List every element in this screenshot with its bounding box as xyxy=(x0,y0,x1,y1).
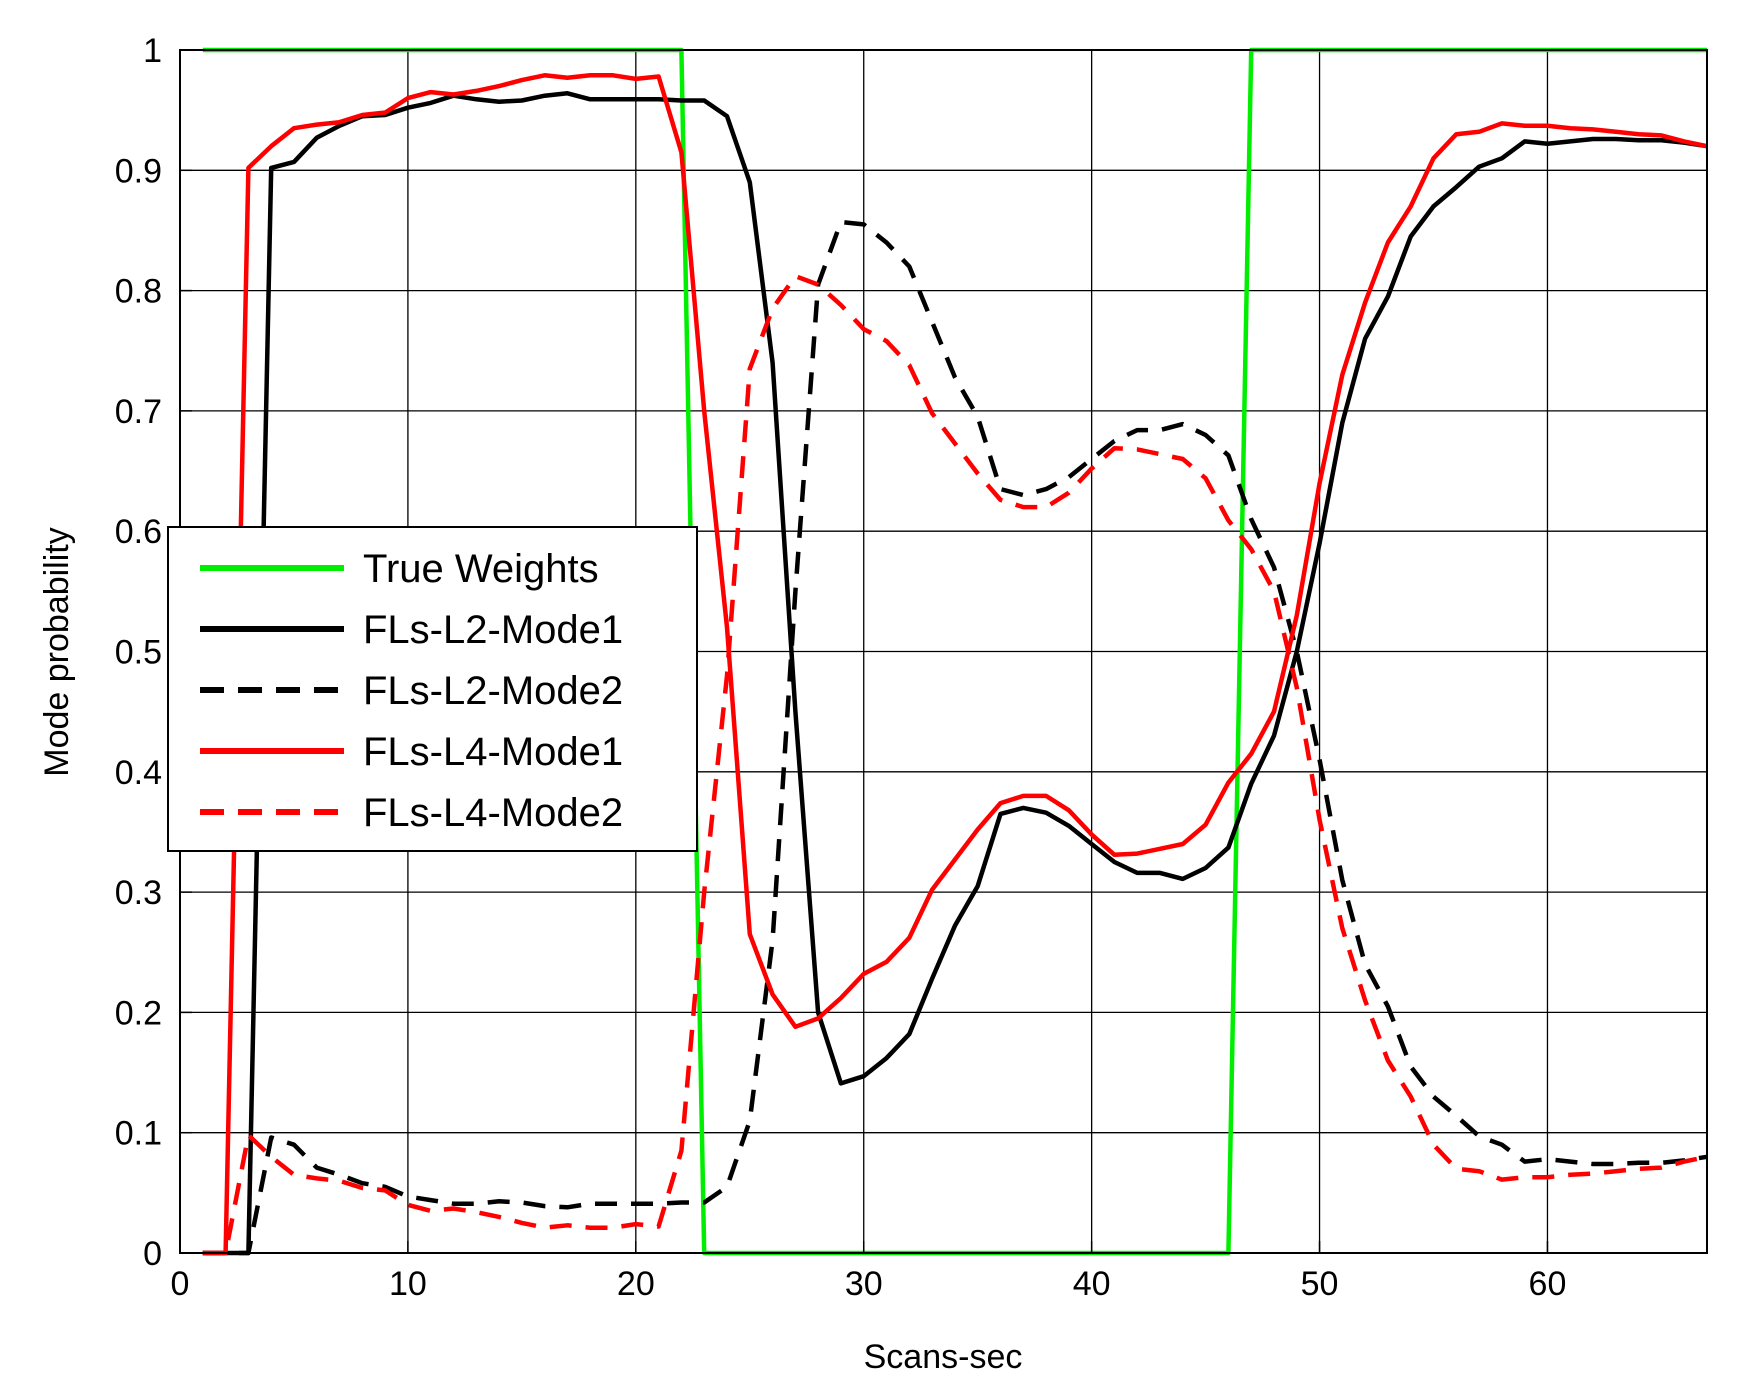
x-tick-label: 40 xyxy=(1073,1265,1111,1303)
y-tick-label: 0.4 xyxy=(115,754,162,792)
series-line-fls-l4-mode2 xyxy=(202,273,1708,1256)
y-tick-label: 0.5 xyxy=(115,634,162,672)
x-tick-label: 30 xyxy=(845,1265,883,1303)
y-tick-label: 1 xyxy=(143,32,162,70)
grid-lines xyxy=(180,50,1707,1253)
series-line-fls-l2-mode2 xyxy=(202,219,1708,1256)
x-tick-label: 20 xyxy=(617,1265,655,1303)
series-line-fls-l4-mode1 xyxy=(202,73,1708,1256)
x-axis-label: Scans-sec xyxy=(864,1338,1023,1376)
x-tick-label: 50 xyxy=(1301,1265,1339,1303)
y-tick-label: 0.2 xyxy=(115,994,162,1032)
axis-ticks: 0 10 20 30 40 50 60 0 0.1 0.2 0.3 0.4 0.5 0.6 0.7 0.8 0.… xyxy=(115,32,1567,1303)
y-tick-label: 0.8 xyxy=(115,273,162,311)
legend-label-fls-l2-mode2: FLs-L2-Mode2 xyxy=(363,669,623,713)
legend: True Weights FLs-L2-Mode1 FLs-L2-Mode2 F… xyxy=(167,526,698,852)
y-tick-label: 0.1 xyxy=(115,1115,162,1153)
y-tick-label: 0.7 xyxy=(115,393,162,431)
x-tick-label: 10 xyxy=(389,1265,427,1303)
legend-label-fls-l2-mode1: FLs-L2-Mode1 xyxy=(363,608,623,652)
y-axis-label: Mode probability xyxy=(38,527,76,776)
y-tick-label: 0.3 xyxy=(115,874,162,912)
y-tick-label: 0.9 xyxy=(115,152,162,190)
x-tick-label: 60 xyxy=(1529,1265,1567,1303)
y-tick-label: 0 xyxy=(143,1235,162,1273)
legend-label-true-weights: True Weights xyxy=(363,547,599,591)
y-tick-label: 0.6 xyxy=(115,513,162,551)
legend-label-fls-l4-mode1: FLs-L4-Mode1 xyxy=(363,730,623,774)
legend-label-fls-l4-mode2: FLs-L4-Mode2 xyxy=(363,791,623,835)
x-tick-label: 0 xyxy=(171,1265,190,1303)
